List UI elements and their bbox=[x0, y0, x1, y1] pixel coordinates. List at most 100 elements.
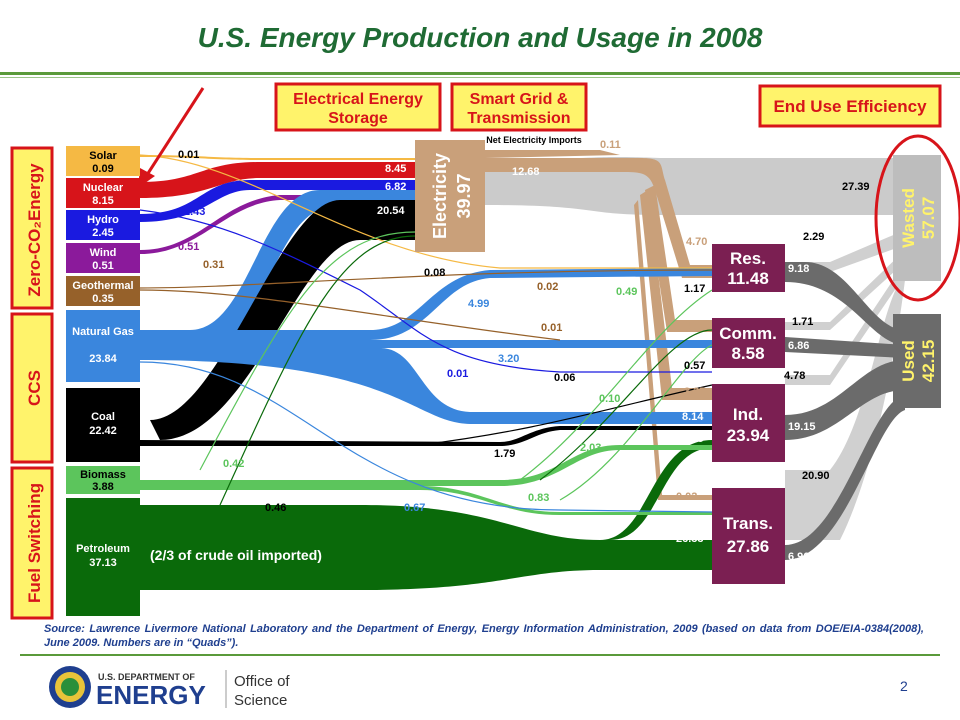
callout-grid-line1: Smart Grid & bbox=[470, 91, 569, 108]
source-note: Source: Lawrence Livermore National Labo… bbox=[44, 623, 924, 649]
source-geothermal-name: Geothermal bbox=[72, 280, 133, 292]
source-nuclear-value: 8.15 bbox=[92, 195, 113, 207]
source-solar-value: 0.09 bbox=[92, 163, 113, 175]
flow-label: 27.39 bbox=[842, 181, 870, 193]
wasted-node: Wasted 57.07 bbox=[893, 155, 941, 281]
flow-label: 8.58 bbox=[682, 433, 703, 445]
source-biomass: Biomass 3.88 bbox=[66, 466, 140, 494]
source-hydro: Hydro 2.45 bbox=[66, 210, 140, 240]
flow-value-labels: 0.01 8.45 6.82 20.54 12.68 27.39 2.43 0.… bbox=[178, 149, 870, 563]
callout-energy-storage: Electrical Energy Storage bbox=[274, 82, 442, 132]
wasted-name: Wasted bbox=[899, 188, 918, 248]
source-nuclear: Nuclear 8.15 bbox=[66, 178, 140, 208]
sector-res-value: 11.48 bbox=[727, 269, 769, 288]
flow-label: 0.83 bbox=[528, 492, 549, 504]
flow-label: 0.10 bbox=[599, 393, 620, 405]
flow-label: 6.82 bbox=[385, 181, 406, 193]
source-solar: Solar 0.09 bbox=[66, 146, 140, 176]
flow-label: 2.03 bbox=[580, 442, 601, 454]
flow-label: 0.08 bbox=[424, 267, 445, 279]
source-natural-gas: Natural Gas 23.84 bbox=[66, 310, 140, 382]
petroleum-note: (2/3 of crude oil imported) bbox=[150, 547, 322, 563]
sector-trans-value: 27.86 bbox=[727, 537, 770, 556]
flow-label: 20.54 bbox=[377, 205, 405, 217]
side-label-zero-co2: Zero-CO₂Energy bbox=[10, 146, 54, 310]
flow-label: 2.43 bbox=[184, 206, 205, 218]
sector-comm: Comm. 8.58 bbox=[712, 318, 785, 368]
source-wind-value: 0.51 bbox=[92, 260, 113, 272]
callout-smart-grid: Smart Grid & Transmission bbox=[450, 82, 588, 132]
used-node: Used 42.15 bbox=[893, 314, 941, 408]
flow-label: 12.68 bbox=[512, 166, 540, 178]
dept-top-text: U.S. DEPARTMENT OF bbox=[98, 672, 195, 682]
sector-trans-name: Trans. bbox=[723, 514, 773, 533]
flow-label: 0.57 bbox=[684, 360, 705, 372]
net-imports-label: Net Electricity Imports bbox=[486, 135, 582, 145]
flow-label: 4.70 bbox=[686, 236, 707, 248]
flow-label: 0.01 bbox=[447, 368, 468, 380]
callout-efficiency-text: End Use Efficiency bbox=[773, 97, 927, 116]
flow-label: 6.96 bbox=[788, 551, 809, 563]
sector-res-name: Res. bbox=[730, 249, 766, 268]
flow-bands bbox=[139, 150, 905, 590]
callout-grid-line2: Transmission bbox=[467, 110, 570, 127]
flow-label: 6.86 bbox=[788, 340, 809, 352]
electricity-node: Electricity 39.97 bbox=[415, 140, 485, 252]
source-geothermal: Geothermal 0.35 bbox=[66, 276, 140, 306]
svg-text:Natural Gas: Natural Gas bbox=[72, 326, 134, 338]
energy-flow-diagram: Zero-CO₂Energy CCS Fuel Switching Electr… bbox=[0, 80, 960, 625]
flow-label: 19.15 bbox=[788, 421, 816, 433]
source-solar-name: Solar bbox=[89, 150, 117, 162]
flow-label: 0.02 bbox=[537, 281, 558, 293]
page-number: 2 bbox=[900, 678, 908, 694]
page-title: U.S. Energy Production and Usage in 2008 bbox=[197, 22, 763, 53]
flow-label: 0.06 bbox=[554, 372, 575, 384]
side-label-zero-co2-text: Zero-CO₂Energy bbox=[25, 163, 44, 297]
source-coal-value: 22.42 bbox=[89, 425, 117, 437]
electricity-value: 39.97 bbox=[454, 173, 474, 218]
side-label-fuel-switching: Fuel Switching bbox=[10, 466, 54, 620]
wasted-value: 57.07 bbox=[919, 197, 938, 240]
flow-label: 20.90 bbox=[802, 470, 830, 482]
flow-label: 26.33 bbox=[676, 533, 704, 545]
source-natural-gas-name: Natural Gas bbox=[72, 326, 134, 338]
sector-comm-value: 8.58 bbox=[731, 344, 764, 363]
flow-label: 0.67 bbox=[404, 502, 425, 514]
source-natural-gas-value: 23.84 bbox=[89, 353, 117, 365]
doe-office-of-science-logo: U.S. DEPARTMENT OF ENERGY Office of Scie… bbox=[46, 662, 326, 712]
source-coal-name: Coal bbox=[91, 411, 115, 423]
red-arrow-icon bbox=[138, 87, 205, 188]
used-value: 42.15 bbox=[919, 340, 938, 383]
flow-label: 3.20 bbox=[498, 353, 519, 365]
sector-res: Res. 11.48 bbox=[712, 244, 785, 292]
flow-label: 0.01 bbox=[178, 149, 199, 161]
source-wind: Wind 0.51 bbox=[66, 243, 140, 273]
source-geothermal-value: 0.35 bbox=[92, 293, 113, 305]
source-petroleum-name: Petroleum bbox=[76, 543, 130, 555]
net-imports-value: 0.11 bbox=[600, 139, 621, 151]
side-label-fuel-switching-text: Fuel Switching bbox=[25, 483, 44, 603]
flow-label: 0.46 bbox=[265, 502, 286, 514]
source-biomass-name: Biomass bbox=[80, 469, 126, 481]
source-wind-name: Wind bbox=[90, 247, 117, 259]
office-line1: Office of bbox=[234, 673, 290, 690]
callout-storage-line1: Electrical Energy bbox=[293, 91, 423, 108]
flow-label: 0.51 bbox=[178, 241, 199, 253]
callout-storage-line2: Storage bbox=[328, 110, 388, 127]
callout-end-use-efficiency: End Use Efficiency bbox=[758, 84, 942, 128]
source-coal: Coal 22.42 bbox=[66, 388, 140, 462]
flow-label: 0.02 bbox=[676, 491, 697, 503]
used-name: Used bbox=[899, 340, 918, 382]
flow-label: 0.31 bbox=[203, 259, 224, 271]
flow-label: 8.45 bbox=[385, 163, 406, 175]
flow-label: 1.79 bbox=[494, 448, 515, 460]
flow-label: 9.18 bbox=[788, 263, 809, 275]
flow-label: 8.14 bbox=[682, 411, 704, 423]
source-petroleum-value: 37.13 bbox=[89, 557, 117, 569]
title-rule-thin bbox=[0, 77, 960, 78]
flow-label: 1.71 bbox=[792, 316, 813, 328]
flow-label: 2.29 bbox=[803, 231, 824, 243]
flow-label: 0.49 bbox=[616, 286, 637, 298]
sector-ind: Ind. 23.94 bbox=[712, 384, 785, 462]
flow-label: 0.42 bbox=[223, 458, 244, 470]
